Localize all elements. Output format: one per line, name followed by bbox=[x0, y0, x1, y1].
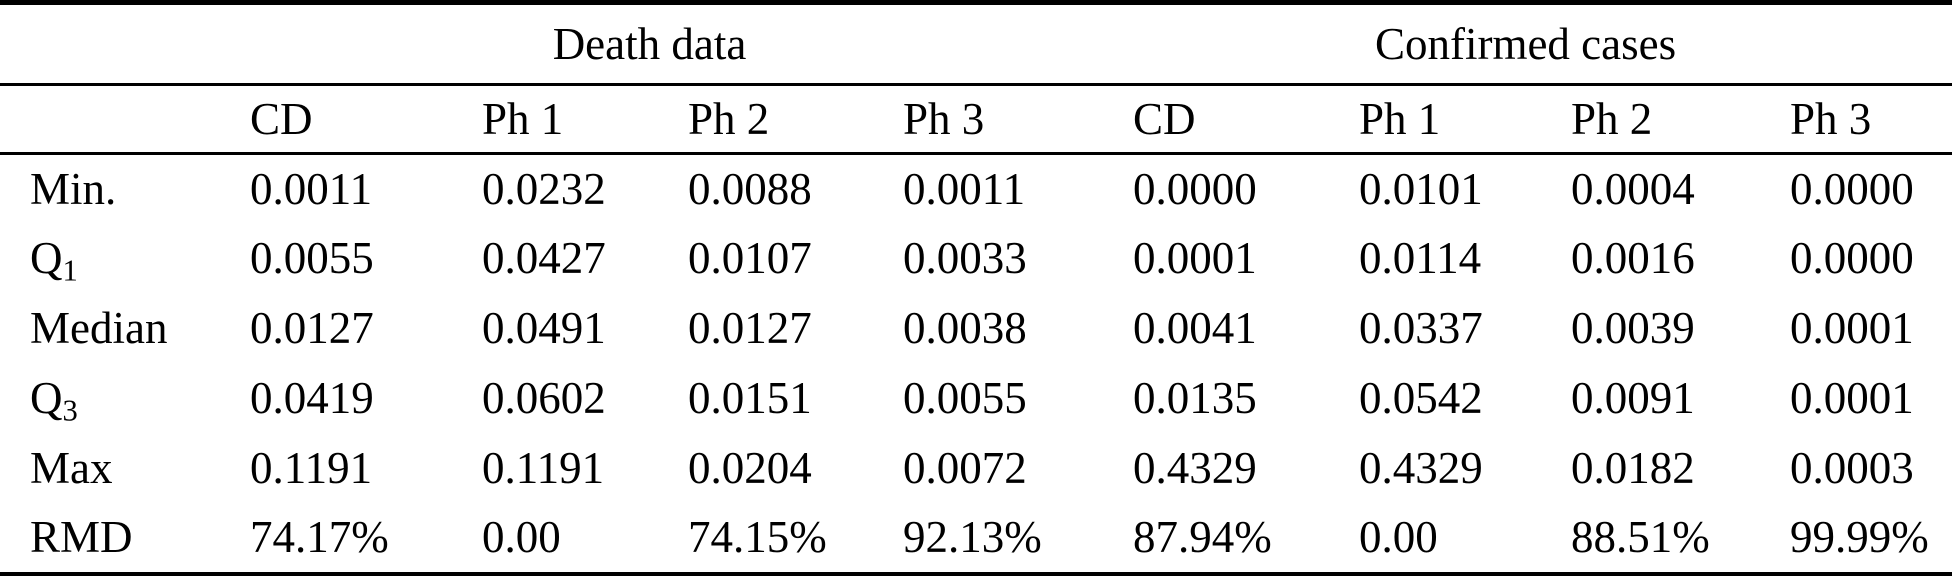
row-label-min: Min. bbox=[0, 154, 250, 224]
table-cell: 0.1191 bbox=[482, 443, 605, 493]
table-row-max: Max 0.1191 0.1191 0.0204 0.0072 0.4329 0… bbox=[0, 434, 1952, 504]
table-cell: 0.00 bbox=[1359, 512, 1438, 562]
table-cell: 0.0001 bbox=[1790, 373, 1914, 423]
column-header-death-cd: CD bbox=[250, 93, 313, 144]
table-cell: 0.4329 bbox=[1359, 443, 1483, 493]
table-cell: 0.0055 bbox=[250, 233, 374, 283]
table-cell: 87.94% bbox=[1133, 512, 1272, 562]
table-cell: 0.0011 bbox=[903, 163, 1026, 214]
table-cell: 0.0091 bbox=[1571, 373, 1695, 423]
table-cell: 99.99% bbox=[1790, 512, 1929, 562]
row-label-q3: Q3 bbox=[0, 364, 250, 434]
table-cell: 0.0419 bbox=[250, 373, 374, 423]
table-cell: 0.0000 bbox=[1790, 233, 1914, 283]
table-cell: 0.0039 bbox=[1571, 303, 1695, 353]
table-cell: 0.0000 bbox=[1133, 163, 1257, 214]
row-label-subscript: 1 bbox=[62, 253, 78, 288]
row-label-text: Min. bbox=[30, 163, 117, 214]
table-cell: 0.0114 bbox=[1359, 233, 1482, 283]
row-label-subscript: 3 bbox=[62, 393, 78, 428]
table-cell: 0.0055 bbox=[903, 373, 1027, 423]
row-label-text: Q bbox=[30, 373, 63, 423]
table-cell: 0.0182 bbox=[1571, 443, 1695, 493]
table-cell: 88.51% bbox=[1571, 512, 1710, 562]
table-cell: 74.15% bbox=[688, 512, 827, 562]
table-cell: 0.0491 bbox=[482, 303, 606, 353]
row-label-text: Q bbox=[30, 233, 63, 283]
table-cell: 0.0001 bbox=[1133, 233, 1257, 283]
table-cell: 0.0072 bbox=[903, 443, 1027, 493]
table-cell: 0.0004 bbox=[1571, 163, 1695, 214]
table-cell: 0.0127 bbox=[250, 303, 374, 353]
table-cell: 0.0427 bbox=[482, 233, 606, 283]
row-label-text: Median bbox=[30, 303, 168, 353]
row-label-text: RMD bbox=[30, 512, 133, 562]
table-cell: 0.0232 bbox=[482, 163, 606, 214]
row-label-q1: Q1 bbox=[0, 224, 250, 294]
row-label-text: Max bbox=[30, 443, 113, 493]
table-cell: 0.0337 bbox=[1359, 303, 1483, 353]
table-cell: 0.00 bbox=[482, 512, 561, 562]
group-header-death-data: Death data bbox=[552, 18, 747, 69]
group-header-confirmed-cases: Confirmed cases bbox=[1374, 18, 1677, 69]
table-cell: 0.1191 bbox=[250, 443, 373, 493]
table-cell: 0.0107 bbox=[688, 233, 812, 283]
table-cell: 92.13% bbox=[903, 512, 1042, 562]
column-header-row: CD Ph 1 Ph 2 Ph 3 CD Ph 1 Ph 2 Ph 3 bbox=[0, 85, 1952, 154]
table-cell: 74.17% bbox=[250, 512, 389, 562]
table-cell: 0.0041 bbox=[1133, 303, 1257, 353]
table-row-rmd: RMD 74.17% 0.00 74.15% 92.13% 87.94% 0.0… bbox=[0, 504, 1952, 574]
corner-cell bbox=[0, 3, 250, 85]
corner-cell bbox=[0, 85, 250, 154]
table-cell: 0.0135 bbox=[1133, 373, 1257, 423]
group-header-row: Death data Confirmed cases bbox=[0, 3, 1952, 85]
row-label-rmd: RMD bbox=[0, 504, 250, 574]
table-cell: 0.0033 bbox=[903, 233, 1027, 283]
table-row-median: Median 0.0127 0.0491 0.0127 0.0038 0.004… bbox=[0, 294, 1952, 364]
table-cell: 0.0001 bbox=[1790, 303, 1914, 353]
table-row-q1: Q1 0.0055 0.0427 0.0107 0.0033 0.0001 0.… bbox=[0, 224, 1952, 294]
table-cell: 0.4329 bbox=[1133, 443, 1257, 493]
table-cell: 0.0204 bbox=[688, 443, 812, 493]
table-cell: 0.0016 bbox=[1571, 233, 1695, 283]
table-cell: 0.0038 bbox=[903, 303, 1027, 353]
column-header-death-ph1: Ph 1 bbox=[482, 93, 564, 144]
column-header-conf-cd: CD bbox=[1133, 93, 1196, 144]
statistics-table: Death data Confirmed cases CD Ph 1 Ph 2 … bbox=[0, 0, 1952, 576]
column-header-conf-ph1: Ph 1 bbox=[1359, 93, 1441, 144]
table-cell: 0.0602 bbox=[482, 373, 606, 423]
table-cell: 0.0151 bbox=[688, 373, 812, 423]
table-cell: 0.0127 bbox=[688, 303, 812, 353]
table-cell: 0.0542 bbox=[1359, 373, 1483, 423]
table-row-min: Min. 0.0011 0.0232 0.0088 0.0011 0.0000 … bbox=[0, 154, 1952, 224]
table-cell: 0.0011 bbox=[250, 163, 373, 214]
table-cell: 0.0088 bbox=[688, 163, 812, 214]
column-header-conf-ph2: Ph 2 bbox=[1571, 93, 1653, 144]
table-row-q3: Q3 0.0419 0.0602 0.0151 0.0055 0.0135 0.… bbox=[0, 364, 1952, 434]
row-label-median: Median bbox=[0, 294, 250, 364]
table-cell: 0.0101 bbox=[1359, 163, 1483, 214]
column-header-death-ph3: Ph 3 bbox=[903, 93, 985, 144]
row-label-max: Max bbox=[0, 434, 250, 504]
column-header-death-ph2: Ph 2 bbox=[688, 93, 770, 144]
table-cell: 0.0003 bbox=[1790, 443, 1914, 493]
column-header-conf-ph3: Ph 3 bbox=[1790, 93, 1872, 144]
table-cell: 0.0000 bbox=[1790, 163, 1914, 214]
